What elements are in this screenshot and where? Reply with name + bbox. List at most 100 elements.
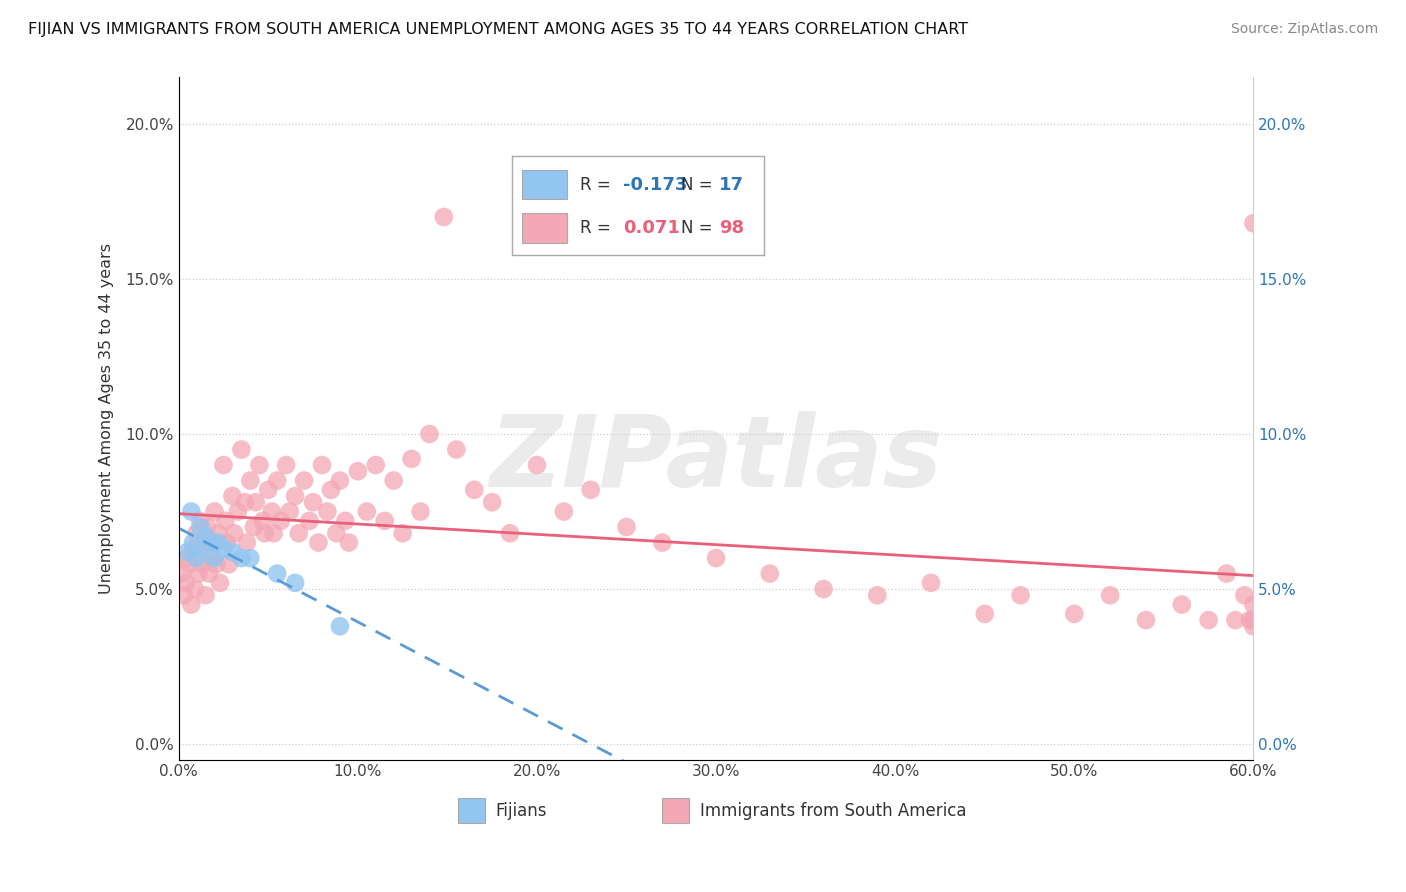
Point bbox=[186, 551, 208, 566]
Point bbox=[329, 619, 352, 633]
Point bbox=[188, 520, 211, 534]
Text: Source: ZipAtlas.com: Source: ZipAtlas.com bbox=[1230, 22, 1378, 37]
Point bbox=[194, 529, 217, 543]
Point bbox=[187, 566, 209, 581]
Point bbox=[214, 514, 236, 528]
Point bbox=[526, 458, 548, 472]
Point bbox=[208, 575, 231, 590]
Point bbox=[1225, 613, 1247, 627]
Point bbox=[499, 526, 522, 541]
Point bbox=[651, 535, 673, 549]
Point bbox=[221, 489, 243, 503]
Point bbox=[204, 504, 226, 518]
Point bbox=[201, 535, 224, 549]
Point bbox=[176, 551, 198, 566]
Point bbox=[298, 514, 321, 528]
Point bbox=[311, 458, 333, 472]
Point bbox=[172, 566, 194, 581]
Point bbox=[180, 598, 202, 612]
Point bbox=[307, 535, 329, 549]
Point bbox=[704, 551, 727, 566]
Point bbox=[391, 526, 413, 541]
Point bbox=[191, 541, 214, 556]
Point bbox=[278, 504, 301, 518]
Point bbox=[204, 551, 226, 566]
Point bbox=[200, 551, 222, 566]
Point bbox=[329, 474, 352, 488]
Point bbox=[316, 504, 339, 518]
Point bbox=[302, 495, 325, 509]
Point bbox=[212, 541, 235, 556]
Point bbox=[920, 575, 942, 590]
Point bbox=[181, 541, 204, 556]
Point bbox=[409, 504, 432, 518]
Point bbox=[1135, 613, 1157, 627]
Point bbox=[759, 566, 782, 581]
Point bbox=[247, 458, 270, 472]
Point bbox=[364, 458, 387, 472]
Text: Immigrants from South America: Immigrants from South America bbox=[700, 802, 966, 820]
Point bbox=[481, 495, 503, 509]
Point bbox=[194, 588, 217, 602]
Point bbox=[553, 504, 575, 518]
Point bbox=[226, 504, 249, 518]
Point bbox=[446, 442, 468, 457]
Point bbox=[231, 442, 253, 457]
Point bbox=[252, 514, 274, 528]
Point bbox=[374, 514, 396, 528]
Point bbox=[215, 535, 238, 549]
Point bbox=[221, 545, 243, 559]
Point bbox=[260, 504, 283, 518]
Point bbox=[319, 483, 342, 497]
Point bbox=[1241, 216, 1264, 230]
Point bbox=[180, 504, 202, 518]
Point bbox=[973, 607, 995, 621]
Point bbox=[266, 474, 288, 488]
Point bbox=[239, 474, 262, 488]
Point bbox=[1241, 613, 1264, 627]
Point bbox=[346, 464, 368, 478]
Point bbox=[1171, 598, 1194, 612]
Text: FIJIAN VS IMMIGRANTS FROM SOUTH AMERICA UNEMPLOYMENT AMONG AGES 35 TO 44 YEARS C: FIJIAN VS IMMIGRANTS FROM SOUTH AMERICA … bbox=[28, 22, 969, 37]
Point bbox=[1010, 588, 1032, 602]
Point bbox=[198, 566, 221, 581]
Point bbox=[200, 535, 222, 549]
Point bbox=[245, 495, 267, 509]
Point bbox=[179, 558, 201, 572]
Point bbox=[1099, 588, 1122, 602]
Point bbox=[418, 427, 440, 442]
Point bbox=[236, 535, 259, 549]
Point bbox=[1241, 598, 1264, 612]
Bar bbox=[458, 798, 485, 823]
Point bbox=[231, 551, 253, 566]
Point bbox=[284, 575, 307, 590]
Point bbox=[287, 526, 309, 541]
Point bbox=[337, 535, 360, 549]
Point bbox=[193, 535, 215, 549]
Point bbox=[257, 483, 280, 497]
Point bbox=[239, 551, 262, 566]
Point bbox=[292, 474, 315, 488]
Point bbox=[463, 483, 485, 497]
Point bbox=[173, 588, 195, 602]
Point bbox=[224, 526, 246, 541]
Point bbox=[356, 504, 378, 518]
Point bbox=[276, 458, 298, 472]
Point bbox=[207, 535, 229, 549]
Point bbox=[866, 588, 889, 602]
Point bbox=[579, 483, 602, 497]
Point bbox=[1198, 613, 1220, 627]
Point bbox=[207, 526, 229, 541]
Point bbox=[191, 558, 214, 572]
Point bbox=[188, 514, 211, 528]
Point bbox=[181, 535, 204, 549]
Point bbox=[401, 451, 423, 466]
Point bbox=[253, 526, 276, 541]
Point bbox=[1239, 613, 1261, 627]
Point bbox=[270, 514, 292, 528]
Point bbox=[218, 558, 240, 572]
Point bbox=[1215, 566, 1237, 581]
Y-axis label: Unemployment Among Ages 35 to 44 years: Unemployment Among Ages 35 to 44 years bbox=[100, 243, 114, 594]
Point bbox=[284, 489, 307, 503]
Point bbox=[1233, 588, 1256, 602]
